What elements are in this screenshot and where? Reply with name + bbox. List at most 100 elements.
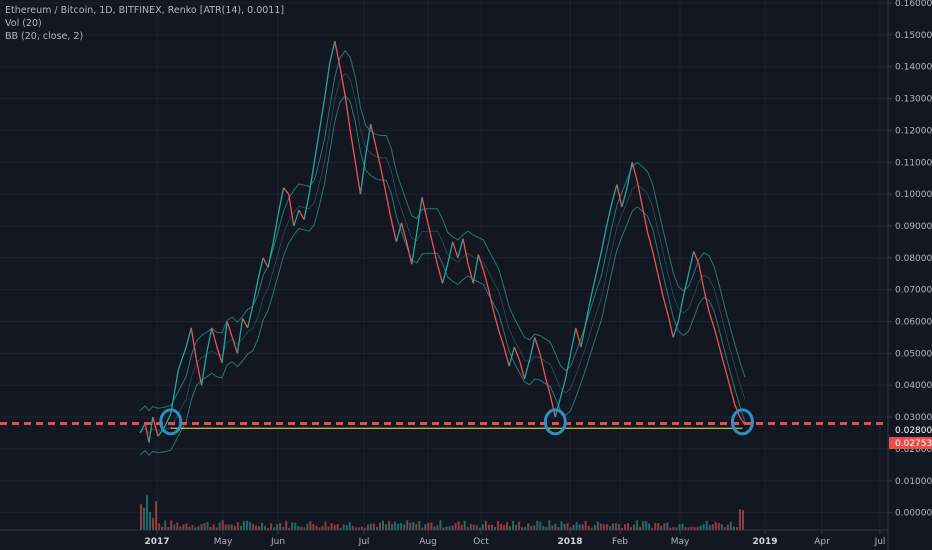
renko-down-segment: [503, 346, 510, 367]
volume-bar: [227, 524, 230, 530]
volume-bar: [279, 523, 282, 530]
time-axis[interactable]: 2017 May Jun Jul Aug Oct 2018 Feb May 2019 Apr Jul: [0, 529, 888, 547]
volume-bar: [624, 524, 626, 530]
volume-bar: [509, 526, 512, 530]
volume-bar: [645, 521, 648, 530]
volume-bar: [167, 527, 170, 530]
volume-bar: [421, 527, 424, 530]
volume-bar: [690, 526, 693, 530]
renko-down-segment: [431, 241, 439, 265]
volume-bar: [339, 527, 342, 530]
volume-bar: [351, 525, 354, 530]
volume-bar: [469, 524, 472, 530]
volume-bar: [261, 522, 263, 530]
renko-down-segment: [544, 375, 551, 395]
renko-down-segment: [488, 289, 495, 313]
chart-legend: Ethereum / Bitcoin, 1D, BITFINEX, Renko …: [5, 4, 284, 43]
circle-marker[interactable]: [730, 408, 754, 436]
renko-up-segment: [139, 423, 146, 434]
circle-marker[interactable]: [159, 408, 183, 436]
volume-bar: [693, 527, 696, 530]
volume-bar: [194, 527, 197, 530]
volume-bar: [639, 526, 642, 530]
renko-up-segment: [236, 318, 244, 354]
volume-bar: [478, 527, 481, 530]
volume-bar: [669, 527, 672, 530]
renko-up-segment: [626, 162, 633, 188]
renko-up-segment: [148, 416, 154, 443]
volume-bar: [648, 523, 651, 530]
volume-bar: [729, 521, 732, 530]
volume-bar: [285, 520, 288, 530]
volume-bar: [264, 525, 267, 530]
volume-bar: [581, 524, 584, 530]
renko-down-segment: [708, 311, 715, 329]
volume-bar: [397, 523, 400, 530]
volume-bar: [185, 523, 188, 530]
current-price-label: 0.027534: [895, 439, 932, 449]
renko-up-segment: [441, 264, 449, 284]
volume-bar: [318, 527, 321, 530]
volume-legend[interactable]: Vol (20): [5, 18, 42, 29]
volume-bar: [273, 527, 276, 530]
volume-bar: [503, 525, 505, 530]
renko-up-segment: [221, 321, 228, 364]
renko-up-segment: [170, 369, 180, 414]
volume-bar: [424, 524, 427, 530]
renko-up-segment: [564, 353, 572, 379]
volume-bar: [563, 523, 566, 530]
volume-bar: [345, 525, 348, 530]
volume-bar: [515, 524, 518, 530]
renko-down-segment: [728, 385, 736, 405]
renko-up-segment: [595, 251, 603, 274]
volume-bar: [723, 527, 726, 530]
renko-up-segment: [682, 273, 690, 297]
volume-bar: [705, 520, 708, 530]
renko-down-segment: [549, 394, 556, 418]
renko-down-segment: [462, 238, 469, 265]
renko-up-segment: [318, 98, 326, 131]
volume-bar: [499, 523, 502, 530]
horizontal-levels[interactable]: [0, 421, 888, 429]
volume-bar: [218, 522, 221, 530]
volume-bar: [738, 509, 741, 530]
volume-bar: [536, 520, 539, 530]
renko-down-segment: [698, 264, 705, 290]
volume-bar: [732, 526, 735, 530]
volume-bar: [539, 521, 542, 530]
renko-down-segment: [513, 346, 521, 360]
volume-bar: [527, 523, 530, 530]
volume-bar: [466, 527, 469, 530]
renko-down-segment: [723, 365, 731, 386]
volume-bar: [533, 525, 536, 530]
volume-bar: [369, 523, 372, 530]
renko-down-segment: [144, 423, 150, 443]
volume-bar: [203, 523, 206, 530]
symbol-legend[interactable]: Ethereum / Bitcoin, 1D, BITFINEX, Renko …: [5, 5, 285, 16]
volume-bar: [578, 524, 581, 530]
renko-up-segment: [621, 187, 628, 208]
volume-bar: [593, 525, 596, 530]
renko-up-segment: [411, 232, 418, 265]
circle-marker[interactable]: [543, 408, 567, 436]
volume-bar: [324, 521, 327, 530]
renko-up-segment: [206, 327, 213, 354]
volume-bar: [179, 526, 182, 530]
volume-bar: [627, 523, 630, 530]
renko-down-segment: [231, 337, 239, 354]
renko-up-segment: [313, 130, 321, 163]
volume-bar: [327, 526, 330, 530]
circle-markers[interactable]: [159, 408, 754, 436]
bollinger-legend[interactable]: BB (20, close, 2): [5, 31, 84, 42]
